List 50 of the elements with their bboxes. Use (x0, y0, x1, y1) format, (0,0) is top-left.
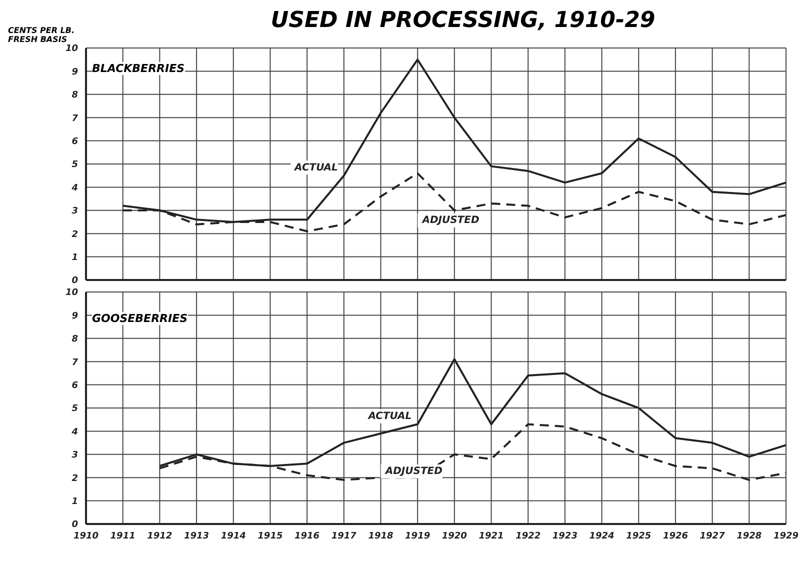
y-tick-label: 3 (72, 206, 78, 217)
x-tick-label: 1925 (626, 531, 652, 542)
x-tick-label: 1910 (73, 531, 99, 542)
text: GOOSEBERRIES (92, 312, 188, 325)
y-tick-label: 1 (72, 252, 78, 263)
x-tick-label: 1928 (736, 531, 762, 542)
x-tick-label: 1918 (368, 531, 394, 542)
y-tick-label: 10 (65, 288, 78, 298)
x-tick-label: 1924 (589, 531, 614, 542)
y-tick-label: 6 (72, 380, 78, 391)
y-tick-label: 2 (72, 230, 78, 240)
y-tick-label: 5 (72, 404, 78, 414)
y-axis-title: CENTS PER LB. FRESH BASIS (8, 26, 76, 44)
x-tick-label: 1921 (478, 531, 504, 542)
chart-title: USED IN PROCESSING, 1910-29 (270, 8, 656, 34)
y-tick-label: 9 (72, 67, 78, 78)
x-tick-label: 1917 (331, 531, 358, 542)
series-label: ADJUSTED (421, 215, 480, 226)
series-label: ADJUSTED (384, 466, 442, 478)
y-tick-label: 3 (72, 450, 78, 461)
y-tick-label: 1 (72, 496, 78, 507)
x-tick-label: 1927 (700, 531, 726, 542)
text: BLACKBERRIES (92, 62, 185, 75)
x-tick-label: 1914 (220, 531, 246, 542)
x-tick-label: 1913 (184, 531, 210, 542)
x-tick-label: 1929 (773, 531, 799, 542)
y-tick-label: 6 (72, 136, 78, 147)
y-tick-label: 10 (65, 44, 78, 54)
y-tick-label: 8 (72, 90, 78, 101)
x-tick-label: 1911 (110, 531, 136, 542)
y-tick-label: 7 (72, 114, 79, 124)
y-tick-label: 8 (72, 334, 78, 345)
y-tick-label: 4 (70, 183, 78, 194)
y-tick-label: 0 (72, 276, 78, 286)
y-tick-label: 4 (70, 427, 78, 438)
series-label: ACTUAL (294, 162, 338, 174)
x-tick-label: 1920 (442, 531, 467, 542)
y-tick-label: 2 (72, 474, 78, 484)
y-tick-label: 5 (72, 160, 78, 170)
series-label: ACTUAL (367, 410, 412, 422)
x-tick-label: 1915 (258, 531, 283, 542)
x-tick-label: 1922 (516, 531, 541, 542)
y-tick-label: 0 (72, 520, 78, 530)
x-tick-label: 1912 (147, 531, 172, 542)
x-tick-label: 1923 (552, 531, 578, 542)
x-tick-label: 1916 (294, 531, 320, 542)
x-tick-label: 1919 (405, 531, 430, 542)
y-tick-label: 9 (72, 311, 78, 322)
x-tick-label: 1926 (662, 531, 688, 542)
y-tick-label: 7 (72, 358, 79, 368)
